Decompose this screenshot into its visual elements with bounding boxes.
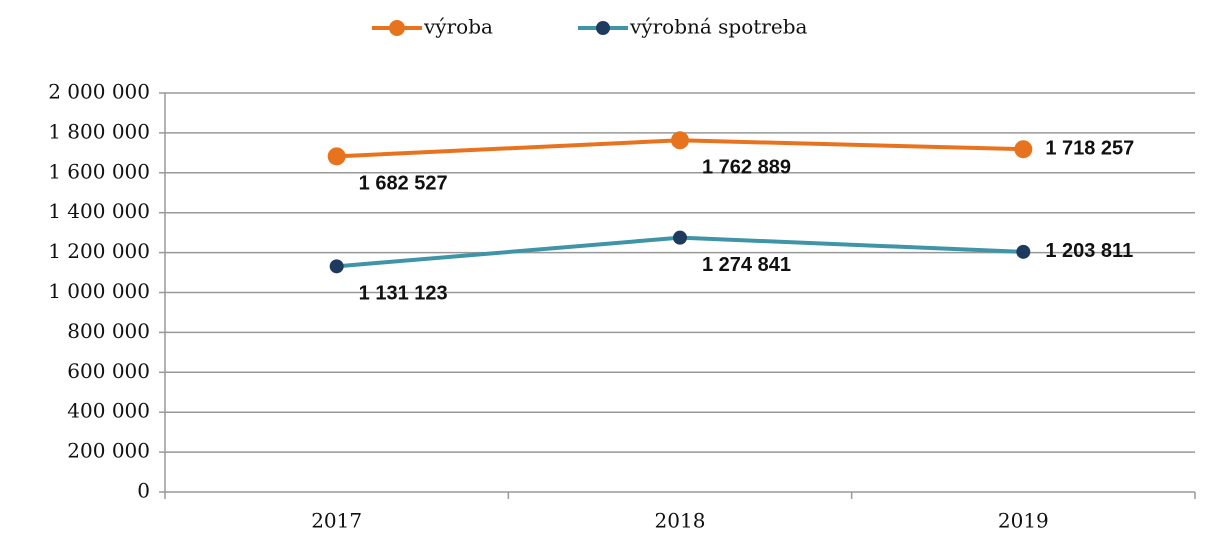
point [329, 259, 344, 274]
point [671, 131, 689, 150]
x-tick-label: 2018 [655, 509, 706, 533]
legend-label: výrobná spotreba [629, 15, 808, 39]
legend-marker [596, 21, 610, 35]
y-tick-label: 400 000 [67, 399, 150, 423]
y-tick-label: 1 200 000 [48, 239, 150, 263]
y-tick-label: 0 [137, 479, 150, 503]
y-tick-label: 1 400 000 [48, 199, 150, 223]
point [1014, 140, 1033, 159]
y-tick-label: 1 000 000 [48, 279, 150, 303]
legend-marker [389, 20, 405, 36]
y-tick-label: 800 000 [67, 319, 150, 343]
legend-label: výroba [423, 15, 493, 39]
data-label: 1 203 811 [1045, 240, 1133, 262]
y-tick-label: 1 800 000 [48, 119, 150, 143]
y-tick-label: 1 600 000 [48, 159, 150, 183]
data-label: 1 682 527 [359, 173, 448, 195]
data-label: 1 762 889 [702, 157, 791, 179]
x-tick-label: 2017 [311, 509, 362, 533]
y-tick-label: 600 000 [67, 359, 150, 383]
y-tick-label: 200 000 [67, 439, 150, 463]
y-tick-label: 2 000 000 [48, 80, 150, 104]
data-label: 1 718 257 [1045, 137, 1134, 159]
data-label: 1 274 841 [702, 254, 791, 276]
x-tick-label: 2019 [998, 509, 1049, 533]
point [673, 230, 687, 245]
point [327, 147, 346, 166]
data-label: 1 131 123 [359, 283, 448, 305]
point [1016, 244, 1031, 259]
